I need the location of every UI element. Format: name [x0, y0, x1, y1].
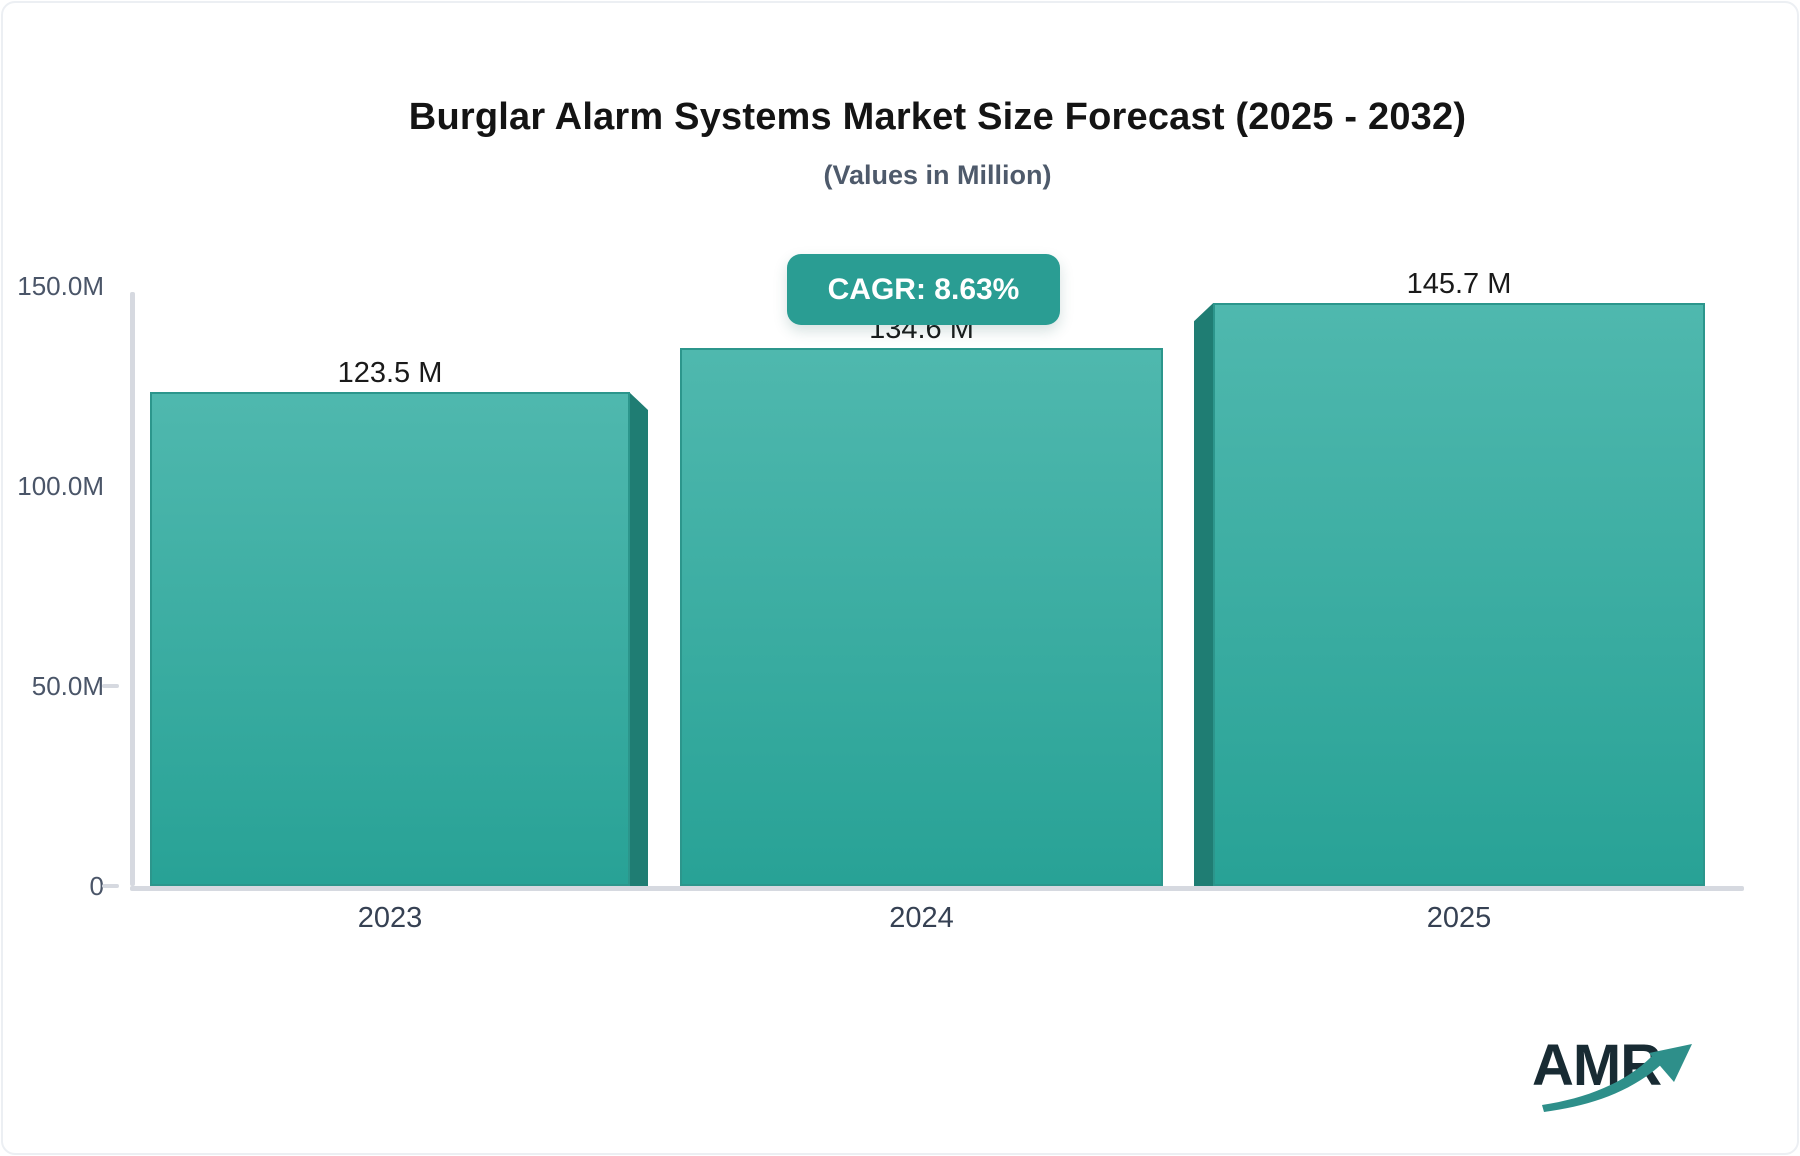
x-axis-label-2023: 2023	[357, 902, 423, 934]
bar-2024	[680, 347, 1163, 886]
bar-2025-side-face	[1194, 303, 1213, 886]
y-axis-tick-mark	[102, 684, 119, 688]
bar-2023-side-face	[629, 392, 648, 886]
brand-logo-text: AMR	[1532, 1033, 1662, 1098]
cagr-badge: CAGR: 8.63%	[787, 254, 1060, 325]
y-axis-tick-label: 100.0M	[17, 471, 104, 501]
chart-title: Burglar Alarm Systems Market Size Foreca…	[408, 96, 1467, 138]
bar-2023	[150, 392, 630, 886]
x-axis-line	[130, 886, 1744, 891]
chart-subtitle: (Values in Million)	[823, 160, 1052, 190]
brand-logo: AMR	[1532, 1036, 1707, 1122]
y-axis-tick-mark	[102, 884, 119, 888]
bar-2025	[1213, 303, 1705, 886]
y-axis-tick-label: 150.0M	[17, 271, 104, 301]
x-axis-label-2024: 2024	[889, 902, 954, 934]
growth-arrow-icon	[1542, 1044, 1692, 1112]
y-axis-line	[130, 292, 135, 886]
y-axis-tick-label: 50.0M	[31, 671, 104, 701]
bar-value-label-2023: 123.5 M	[337, 357, 443, 389]
bar-value-label-2025: 145.7 M	[1406, 268, 1512, 301]
x-axis-label-2025: 2025	[1426, 902, 1492, 934]
y-axis-tick-label: 0	[89, 871, 104, 901]
